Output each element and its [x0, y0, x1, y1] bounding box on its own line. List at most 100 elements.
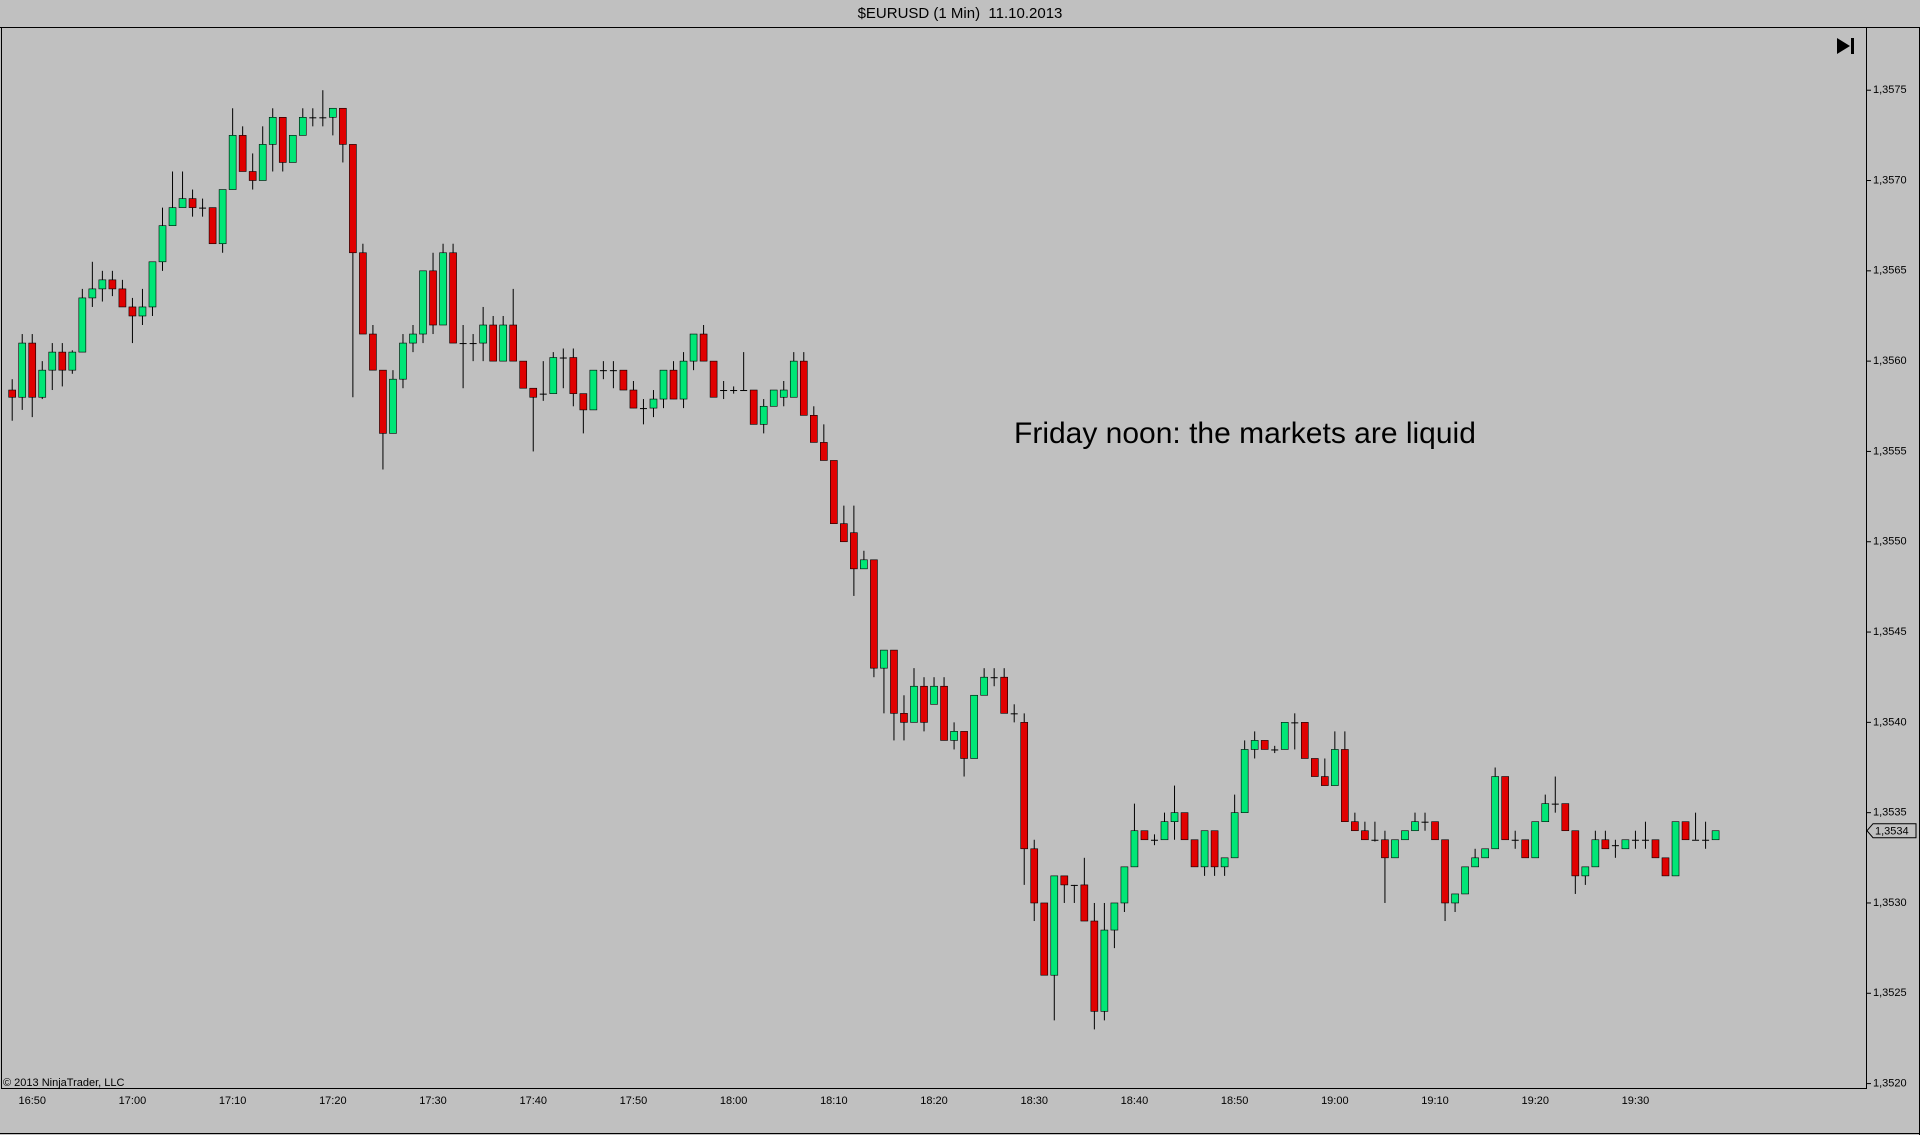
candle-body [1441, 839, 1449, 904]
candle-body [148, 261, 157, 308]
candle-body [1050, 875, 1059, 976]
candle-body [399, 342, 407, 380]
x-tick-label: 17:50 [620, 1095, 648, 1107]
candle-body [1511, 839, 1519, 841]
candle-body [779, 389, 788, 398]
y-tick-label: 1,3525 [1873, 987, 1907, 999]
candle-body [539, 393, 547, 395]
candle-body [1692, 839, 1700, 841]
last-price-label: 1,3534 [1875, 826, 1909, 838]
candle-body [830, 460, 838, 524]
candle-body [930, 685, 938, 705]
candle-body [1280, 722, 1289, 750]
candle-body [840, 523, 848, 543]
x-tick-label: 17:20 [319, 1095, 347, 1107]
candle-body [970, 694, 978, 759]
candle-body [689, 333, 698, 362]
candle-body [499, 324, 507, 362]
candle-body [1110, 902, 1119, 931]
candles [8, 90, 1720, 1030]
y-tick-label: 1,3565 [1873, 265, 1907, 277]
candle-body [1070, 884, 1078, 886]
candle-body [1321, 776, 1329, 786]
candle-body [1621, 839, 1630, 850]
candle-body [589, 369, 598, 411]
candle-body [258, 144, 267, 181]
candle-body [1391, 839, 1399, 859]
candle-body [1521, 839, 1530, 859]
candle-body [489, 324, 497, 362]
candle-body [1200, 830, 1209, 868]
candle-body [1120, 866, 1129, 904]
candle-body [479, 324, 487, 344]
candle-body [38, 369, 47, 398]
candle-body [699, 333, 708, 362]
candle-body [1461, 866, 1469, 895]
candle-body [359, 252, 367, 335]
candle-body [1501, 776, 1509, 841]
candle-body [8, 389, 16, 398]
candle-body [1300, 722, 1309, 759]
candle-body [1100, 929, 1109, 1012]
candle-body [339, 107, 347, 145]
candle-body [439, 252, 447, 326]
candle-body [599, 370, 607, 372]
candle-body [1130, 830, 1139, 868]
candle-body [409, 333, 417, 344]
candle-body [609, 370, 617, 372]
candle-body [1020, 722, 1029, 850]
candle-body [158, 225, 167, 263]
candle-body [138, 306, 147, 317]
copyright: © 2013 NinjaTrader, LLC [3, 1077, 124, 1089]
candle-body [309, 117, 317, 119]
candle-body [759, 405, 768, 425]
candle-body [1431, 821, 1439, 841]
candle-body [659, 369, 668, 400]
y-tick-label: 1,3535 [1873, 807, 1907, 819]
scroll-to-end-button[interactable] [1830, 34, 1860, 58]
x-tick-label: 17:10 [219, 1095, 247, 1107]
candle-body [199, 207, 207, 209]
candle-body [1601, 839, 1610, 850]
candle-body [68, 351, 77, 371]
candle-body [118, 288, 127, 308]
candle-body [950, 731, 958, 741]
y-tick-label: 1,3570 [1873, 174, 1907, 186]
x-tick-label: 16:50 [18, 1095, 46, 1107]
candle-body [1170, 812, 1179, 822]
candle-body [108, 279, 117, 290]
y-tick-label: 1,3575 [1873, 84, 1907, 96]
x-tick-label: 17:30 [419, 1095, 447, 1107]
candle-body [940, 685, 948, 741]
candle-body [1291, 722, 1299, 724]
candle-body [1341, 749, 1349, 822]
x-tick-label: 17:00 [119, 1095, 147, 1107]
candle-body [1411, 821, 1419, 832]
candle-body [1220, 857, 1229, 868]
candle-body [1150, 839, 1158, 841]
candle-body [1531, 821, 1540, 859]
candle-body [1311, 758, 1319, 777]
candle-body [1230, 812, 1239, 859]
candle-body [549, 357, 558, 394]
candle-body [1140, 830, 1149, 841]
candle-body [1080, 884, 1089, 922]
candle-body [1581, 866, 1590, 877]
candle-body [1180, 812, 1189, 841]
candle-body [709, 360, 718, 398]
candle-body [519, 360, 528, 389]
candle-body [769, 389, 778, 407]
candle-body [579, 393, 588, 411]
candle-body [1260, 740, 1269, 750]
candle-body [1611, 845, 1619, 847]
candle-body [379, 369, 387, 434]
annotation: Friday noon: the markets are liquid [1014, 417, 1476, 450]
candle-body [920, 685, 928, 723]
candle-body [1591, 839, 1600, 868]
candle-body [720, 390, 728, 392]
candle-body [1661, 857, 1670, 877]
candle-body [870, 559, 878, 669]
candle-body [248, 171, 257, 181]
